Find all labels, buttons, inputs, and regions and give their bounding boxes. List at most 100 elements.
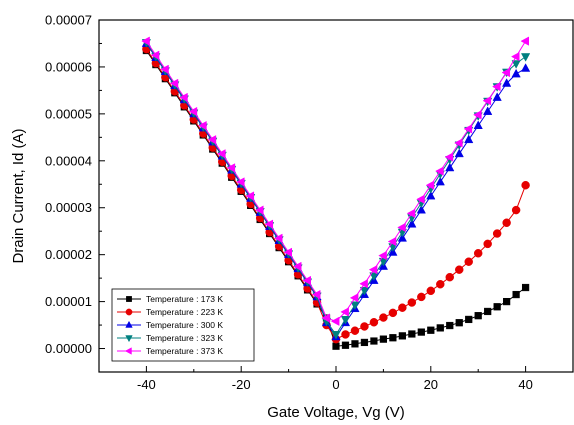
data-point xyxy=(407,298,417,307)
data-point xyxy=(408,330,416,338)
series-line xyxy=(145,40,527,322)
data-point xyxy=(349,293,359,303)
data-point xyxy=(255,205,264,215)
data-point xyxy=(465,315,473,324)
legend-marker xyxy=(124,347,132,355)
data-point xyxy=(398,303,407,312)
data-point xyxy=(417,328,425,336)
legend-item: Temperature : 223 K xyxy=(117,307,223,317)
data-point xyxy=(473,249,483,258)
data-point xyxy=(427,326,435,334)
series-layer xyxy=(141,36,531,350)
data-point xyxy=(503,297,511,306)
legend-label: Temperature : 173 K xyxy=(146,294,223,304)
data-point xyxy=(520,36,529,46)
data-point xyxy=(198,120,207,131)
data-point xyxy=(378,250,387,261)
data-point xyxy=(473,120,483,129)
data-point xyxy=(169,78,179,88)
data-point xyxy=(397,233,407,242)
data-point xyxy=(387,236,397,247)
data-point xyxy=(435,176,445,186)
data-point xyxy=(463,124,473,134)
legend-marker xyxy=(125,335,133,343)
data-point xyxy=(330,316,340,326)
x-axis-label: Gate Voltage, Vg (V) xyxy=(267,404,405,421)
data-point xyxy=(502,218,511,227)
legend-item: Temperature : 373 K xyxy=(117,346,223,356)
data-point xyxy=(417,292,426,302)
data-point xyxy=(474,312,482,320)
data-point xyxy=(368,265,378,275)
data-point xyxy=(217,149,226,159)
data-point xyxy=(150,50,160,60)
data-point xyxy=(379,313,388,322)
data-point xyxy=(435,166,444,176)
data-point xyxy=(416,204,426,214)
data-point xyxy=(484,307,492,316)
y-axis: 0.00000 0.00001 0.00002 0.00003 0.00004 0.000… xyxy=(45,13,105,356)
data-point xyxy=(388,308,398,318)
data-point xyxy=(226,163,236,173)
data-point xyxy=(436,279,445,289)
data-point xyxy=(483,106,493,115)
data-point xyxy=(273,233,283,243)
data-point xyxy=(188,106,198,117)
data-point xyxy=(311,289,321,300)
legend-label: Temperature : 323 K xyxy=(146,333,223,343)
data-point xyxy=(264,219,274,229)
data-point xyxy=(331,331,341,340)
data-point xyxy=(350,326,360,335)
data-point xyxy=(350,301,360,311)
data-point xyxy=(464,257,473,266)
data-point xyxy=(292,261,302,272)
x-tick-label: -40 xyxy=(137,377,156,392)
y-tick-label: 0.00003 xyxy=(45,200,92,215)
data-point xyxy=(444,152,454,162)
legend-marker xyxy=(125,320,133,328)
data-point xyxy=(426,286,436,296)
y-tick-label: 0.00005 xyxy=(45,106,92,121)
data-point xyxy=(207,135,217,145)
data-point xyxy=(511,68,521,78)
data-point xyxy=(482,96,492,106)
data-point xyxy=(454,138,463,148)
data-point xyxy=(369,318,379,327)
data-point xyxy=(436,324,444,332)
data-point xyxy=(492,82,501,92)
data-point xyxy=(426,190,436,200)
legend-item: Temperature : 173 K xyxy=(117,294,223,304)
data-point xyxy=(446,321,454,330)
data-point xyxy=(445,162,455,172)
data-point xyxy=(445,272,455,282)
data-point xyxy=(455,319,463,327)
data-point xyxy=(511,60,521,69)
data-point xyxy=(502,78,512,87)
y-tick-label: 0.00001 xyxy=(45,294,92,309)
data-point xyxy=(521,180,530,190)
data-point xyxy=(425,180,435,190)
legend-label: Temperature : 300 K xyxy=(146,320,223,330)
data-point xyxy=(369,272,379,281)
y-tick-label: 0.00002 xyxy=(45,247,92,262)
y-tick-label: 0.00007 xyxy=(45,13,92,28)
data-point xyxy=(406,208,416,218)
data-point xyxy=(389,334,397,342)
legend-label: Temperature : 373 K xyxy=(146,346,223,356)
data-point xyxy=(510,51,520,62)
legend: Temperature : 173 K Temperature : 223 K Te… xyxy=(111,288,255,362)
data-point xyxy=(360,322,369,331)
data-point xyxy=(340,307,349,317)
y-tick-label: 0.00000 xyxy=(45,341,92,356)
y-axis-label: Drain Current, Id (A) xyxy=(10,128,27,263)
data-point xyxy=(493,303,501,311)
legend-label: Temperature : 223 K xyxy=(146,307,223,317)
data-point xyxy=(341,330,350,339)
data-point xyxy=(521,283,530,292)
data-point xyxy=(341,341,350,349)
data-point xyxy=(464,134,474,144)
legend-marker xyxy=(125,308,133,316)
legend-marker xyxy=(126,296,132,302)
data-point xyxy=(340,316,351,325)
